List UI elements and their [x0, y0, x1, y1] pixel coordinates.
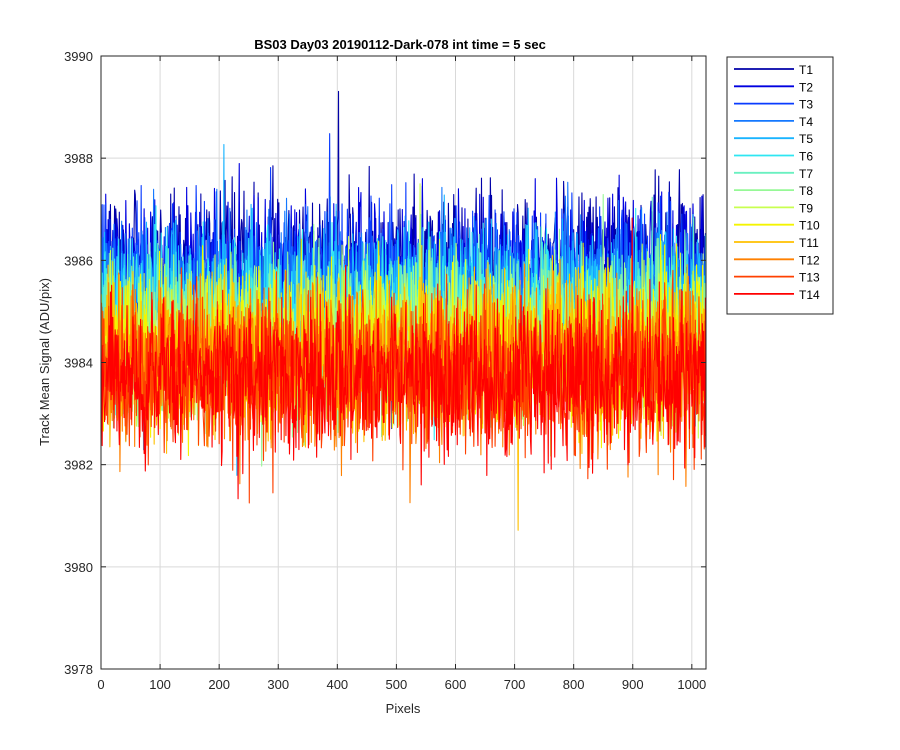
- series-layer: [101, 90, 706, 531]
- y-tick-label: 3978: [64, 662, 93, 677]
- legend-label-t2: T2: [799, 80, 813, 94]
- legend-label-t6: T6: [799, 150, 813, 164]
- y-tick-label: 3980: [64, 560, 93, 575]
- legend-label-t11: T11: [799, 236, 819, 250]
- x-tick-label: 700: [504, 677, 526, 692]
- axis-ticks: 0 100 200 300 400 500 600 700 800 900 1000 3978 3980…: [64, 49, 706, 692]
- legend[interactable]: T1 T2 T3 T4 T5 T6 T7 T8 T9 T10 T11 T12 T13 T14: [726, 56, 834, 315]
- legend-label-t8: T8: [799, 184, 813, 198]
- x-tick-label: 0: [97, 677, 104, 692]
- legend-label-t13: T13: [799, 271, 820, 285]
- series-line-t12: [101, 258, 706, 504]
- y-tick-label: 3990: [64, 49, 93, 64]
- x-tick-label: 400: [326, 677, 348, 692]
- legend-label-t7: T7: [799, 167, 813, 181]
- legend-label-t1: T1: [799, 63, 813, 77]
- legend-box: [726, 56, 834, 315]
- x-tick-label: 900: [622, 677, 644, 692]
- x-tick-label: 1000: [677, 677, 706, 692]
- y-axis-label: Track Mean Signal (ADU/pix): [37, 278, 52, 446]
- x-tick-label: 300: [267, 677, 289, 692]
- x-tick-label: 500: [386, 677, 408, 692]
- x-tick-label: 200: [208, 677, 230, 692]
- y-tick-label: 3988: [64, 151, 93, 166]
- legend-label-t4: T4: [799, 115, 813, 129]
- x-tick-label: 800: [563, 677, 585, 692]
- series-line-t14: [101, 217, 706, 500]
- y-tick-label: 3984: [64, 356, 93, 371]
- legend-label-t10: T10: [799, 219, 820, 233]
- legend-label-t3: T3: [799, 98, 813, 112]
- legend-label-t14: T14: [799, 288, 820, 302]
- x-axis-label: Pixels: [386, 701, 421, 716]
- x-tick-label: 100: [149, 677, 171, 692]
- y-tick-label: 3982: [64, 458, 93, 473]
- x-tick-label: 600: [445, 677, 467, 692]
- y-tick-label: 3986: [64, 253, 93, 268]
- legend-label-t9: T9: [799, 201, 813, 215]
- legend-label-t5: T5: [799, 132, 813, 146]
- legend-label-t12: T12: [799, 253, 820, 267]
- chart-title: BS03 Day03 20190112-Dark-078 int time = …: [254, 37, 546, 52]
